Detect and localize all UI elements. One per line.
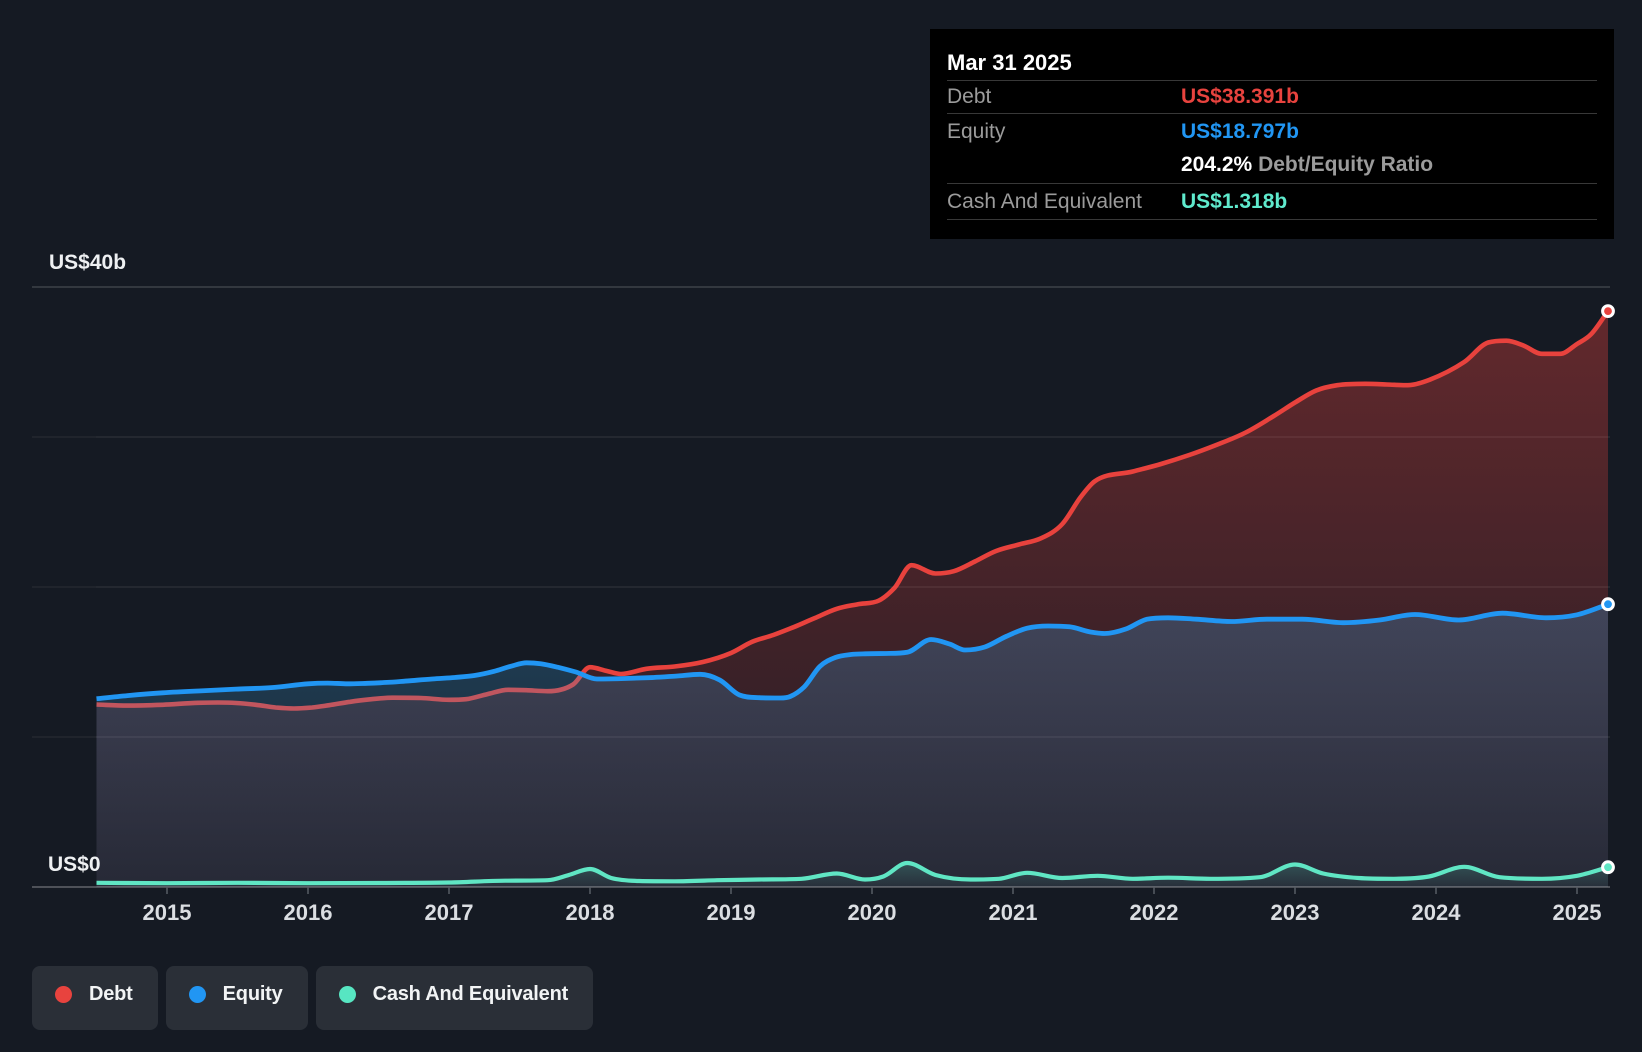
svg-text:2017: 2017 xyxy=(425,900,474,925)
svg-text:US$40b: US$40b xyxy=(49,251,126,274)
svg-text:2023: 2023 xyxy=(1271,900,1320,925)
svg-text:2020: 2020 xyxy=(848,900,897,925)
svg-text:2024: 2024 xyxy=(1412,900,1462,925)
svg-text:2021: 2021 xyxy=(989,900,1038,925)
svg-text:2025: 2025 xyxy=(1553,900,1602,925)
svg-text:2015: 2015 xyxy=(143,900,192,925)
svg-text:US$0: US$0 xyxy=(48,853,101,876)
svg-text:2022: 2022 xyxy=(1130,900,1179,925)
svg-text:2018: 2018 xyxy=(566,900,615,925)
svg-text:2016: 2016 xyxy=(284,900,333,925)
svg-text:2019: 2019 xyxy=(707,900,756,925)
